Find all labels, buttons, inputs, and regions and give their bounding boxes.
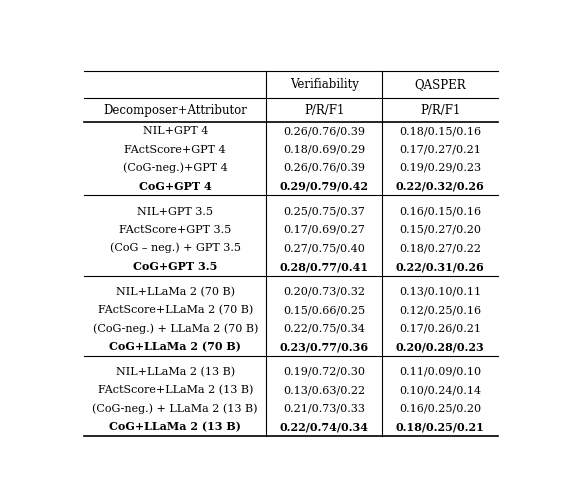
Text: 0.17/0.27/0.21: 0.17/0.27/0.21 [399,145,481,155]
Text: FActScore+LLaMa 2 (13 B): FActScore+LLaMa 2 (13 B) [98,385,253,395]
Text: 0.13/0.10/0.11: 0.13/0.10/0.11 [399,287,481,297]
Text: 0.20/0.73/0.32: 0.20/0.73/0.32 [283,287,365,297]
Text: 0.17/0.69/0.27: 0.17/0.69/0.27 [283,225,365,235]
Text: 0.13/0.63/0.22: 0.13/0.63/0.22 [283,385,365,395]
Text: CoG+GPT 4: CoG+GPT 4 [139,181,212,192]
Text: NIL+LLaMa 2 (70 B): NIL+LLaMa 2 (70 B) [116,287,235,297]
Text: FActScore+GPT 4: FActScore+GPT 4 [124,145,226,155]
Text: 0.26/0.76/0.39: 0.26/0.76/0.39 [283,126,365,136]
Text: CoG+GPT 3.5: CoG+GPT 3.5 [133,261,218,272]
Text: 0.18/0.25/0.21: 0.18/0.25/0.21 [396,422,485,433]
Text: FActScore+GPT 3.5: FActScore+GPT 3.5 [119,225,231,235]
Text: 0.11/0.09/0.10: 0.11/0.09/0.10 [399,367,481,377]
Text: 0.12/0.25/0.16: 0.12/0.25/0.16 [399,305,481,315]
Text: 0.17/0.26/0.21: 0.17/0.26/0.21 [399,323,481,333]
Text: CoG+LLaMa 2 (13 B): CoG+LLaMa 2 (13 B) [109,422,241,433]
Text: 0.18/0.27/0.22: 0.18/0.27/0.22 [399,243,481,253]
Text: 0.19/0.72/0.30: 0.19/0.72/0.30 [283,367,365,377]
Text: 0.18/0.69/0.29: 0.18/0.69/0.29 [283,145,365,155]
Text: 0.26/0.76/0.39: 0.26/0.76/0.39 [283,163,365,173]
Text: P/R/F1: P/R/F1 [420,104,460,117]
Text: 0.22/0.75/0.34: 0.22/0.75/0.34 [283,323,365,333]
Text: 0.18/0.15/0.16: 0.18/0.15/0.16 [399,126,481,136]
Text: (CoG – neg.) + GPT 3.5: (CoG – neg.) + GPT 3.5 [110,243,241,253]
Text: (CoG-neg.) + LLaMa 2 (70 B): (CoG-neg.) + LLaMa 2 (70 B) [93,323,258,334]
Text: 0.23/0.77/0.36: 0.23/0.77/0.36 [279,341,369,352]
Text: Verifiability: Verifiability [290,78,358,91]
Text: NIL+GPT 4: NIL+GPT 4 [143,126,208,136]
Text: 0.27/0.75/0.40: 0.27/0.75/0.40 [283,243,365,253]
Text: 0.20/0.28/0.23: 0.20/0.28/0.23 [396,341,485,352]
Text: 0.25/0.75/0.37: 0.25/0.75/0.37 [283,206,365,217]
Text: 0.29/0.79/0.42: 0.29/0.79/0.42 [279,181,369,192]
Text: 0.28/0.77/0.41: 0.28/0.77/0.41 [279,261,369,272]
Text: (CoG-neg.) + LLaMa 2 (13 B): (CoG-neg.) + LLaMa 2 (13 B) [93,403,258,414]
Text: 0.22/0.31/0.26: 0.22/0.31/0.26 [396,261,485,272]
Text: QASPER: QASPER [414,78,466,91]
Text: CoG+LLaMa 2 (70 B): CoG+LLaMa 2 (70 B) [109,341,241,352]
Text: (CoG-neg.)+GPT 4: (CoG-neg.)+GPT 4 [123,163,228,173]
Text: 0.15/0.66/0.25: 0.15/0.66/0.25 [283,305,365,315]
Text: 0.22/0.32/0.26: 0.22/0.32/0.26 [396,181,485,192]
Text: 0.10/0.24/0.14: 0.10/0.24/0.14 [399,385,481,395]
Text: 0.15/0.27/0.20: 0.15/0.27/0.20 [399,225,481,235]
Text: 0.19/0.29/0.23: 0.19/0.29/0.23 [399,163,481,173]
Text: Decomposer+Attributor: Decomposer+Attributor [103,104,247,117]
Text: 0.16/0.25/0.20: 0.16/0.25/0.20 [399,404,481,414]
Text: 0.21/0.73/0.33: 0.21/0.73/0.33 [283,404,365,414]
Text: FActScore+LLaMa 2 (70 B): FActScore+LLaMa 2 (70 B) [98,305,253,315]
Text: P/R/F1: P/R/F1 [304,104,344,117]
Text: NIL+LLaMa 2 (13 B): NIL+LLaMa 2 (13 B) [116,367,235,377]
Text: 0.16/0.15/0.16: 0.16/0.15/0.16 [399,206,481,217]
Text: 0.22/0.74/0.34: 0.22/0.74/0.34 [279,422,369,433]
Text: NIL+GPT 3.5: NIL+GPT 3.5 [137,206,213,217]
